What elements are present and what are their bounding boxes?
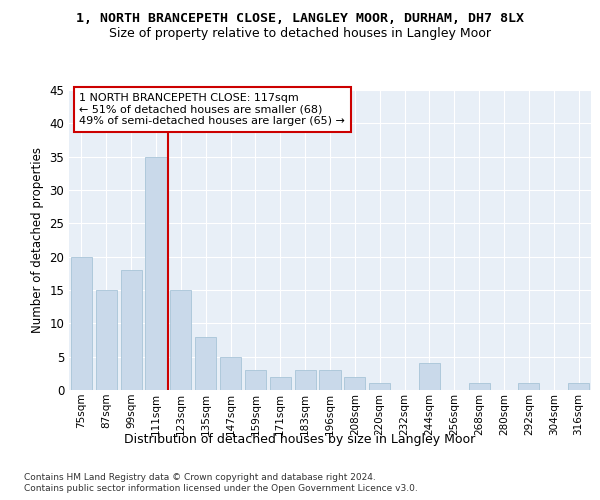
Bar (270, 376, 291, 390)
Bar (568, 384, 589, 390)
Bar (369, 384, 390, 390)
Bar (145, 156, 167, 390)
Bar (170, 290, 191, 390)
Bar (344, 376, 365, 390)
Bar (245, 370, 266, 390)
Bar (71, 256, 92, 390)
Text: Distribution of detached houses by size in Langley Moor: Distribution of detached houses by size … (124, 432, 476, 446)
Text: Size of property relative to detached houses in Langley Moor: Size of property relative to detached ho… (109, 28, 491, 40)
Text: 1 NORTH BRANCEPETH CLOSE: 117sqm
← 51% of detached houses are smaller (68)
49% o: 1 NORTH BRANCEPETH CLOSE: 117sqm ← 51% o… (79, 93, 346, 126)
Bar (319, 370, 341, 390)
Text: Contains HM Land Registry data © Crown copyright and database right 2024.: Contains HM Land Registry data © Crown c… (24, 472, 376, 482)
Bar (195, 336, 216, 390)
Bar (96, 290, 117, 390)
Bar (121, 270, 142, 390)
Bar (518, 384, 539, 390)
Bar (220, 356, 241, 390)
Bar (419, 364, 440, 390)
Bar (469, 384, 490, 390)
Text: Contains public sector information licensed under the Open Government Licence v3: Contains public sector information licen… (24, 484, 418, 493)
Bar (295, 370, 316, 390)
Text: 1, NORTH BRANCEPETH CLOSE, LANGLEY MOOR, DURHAM, DH7 8LX: 1, NORTH BRANCEPETH CLOSE, LANGLEY MOOR,… (76, 12, 524, 26)
Y-axis label: Number of detached properties: Number of detached properties (31, 147, 44, 333)
